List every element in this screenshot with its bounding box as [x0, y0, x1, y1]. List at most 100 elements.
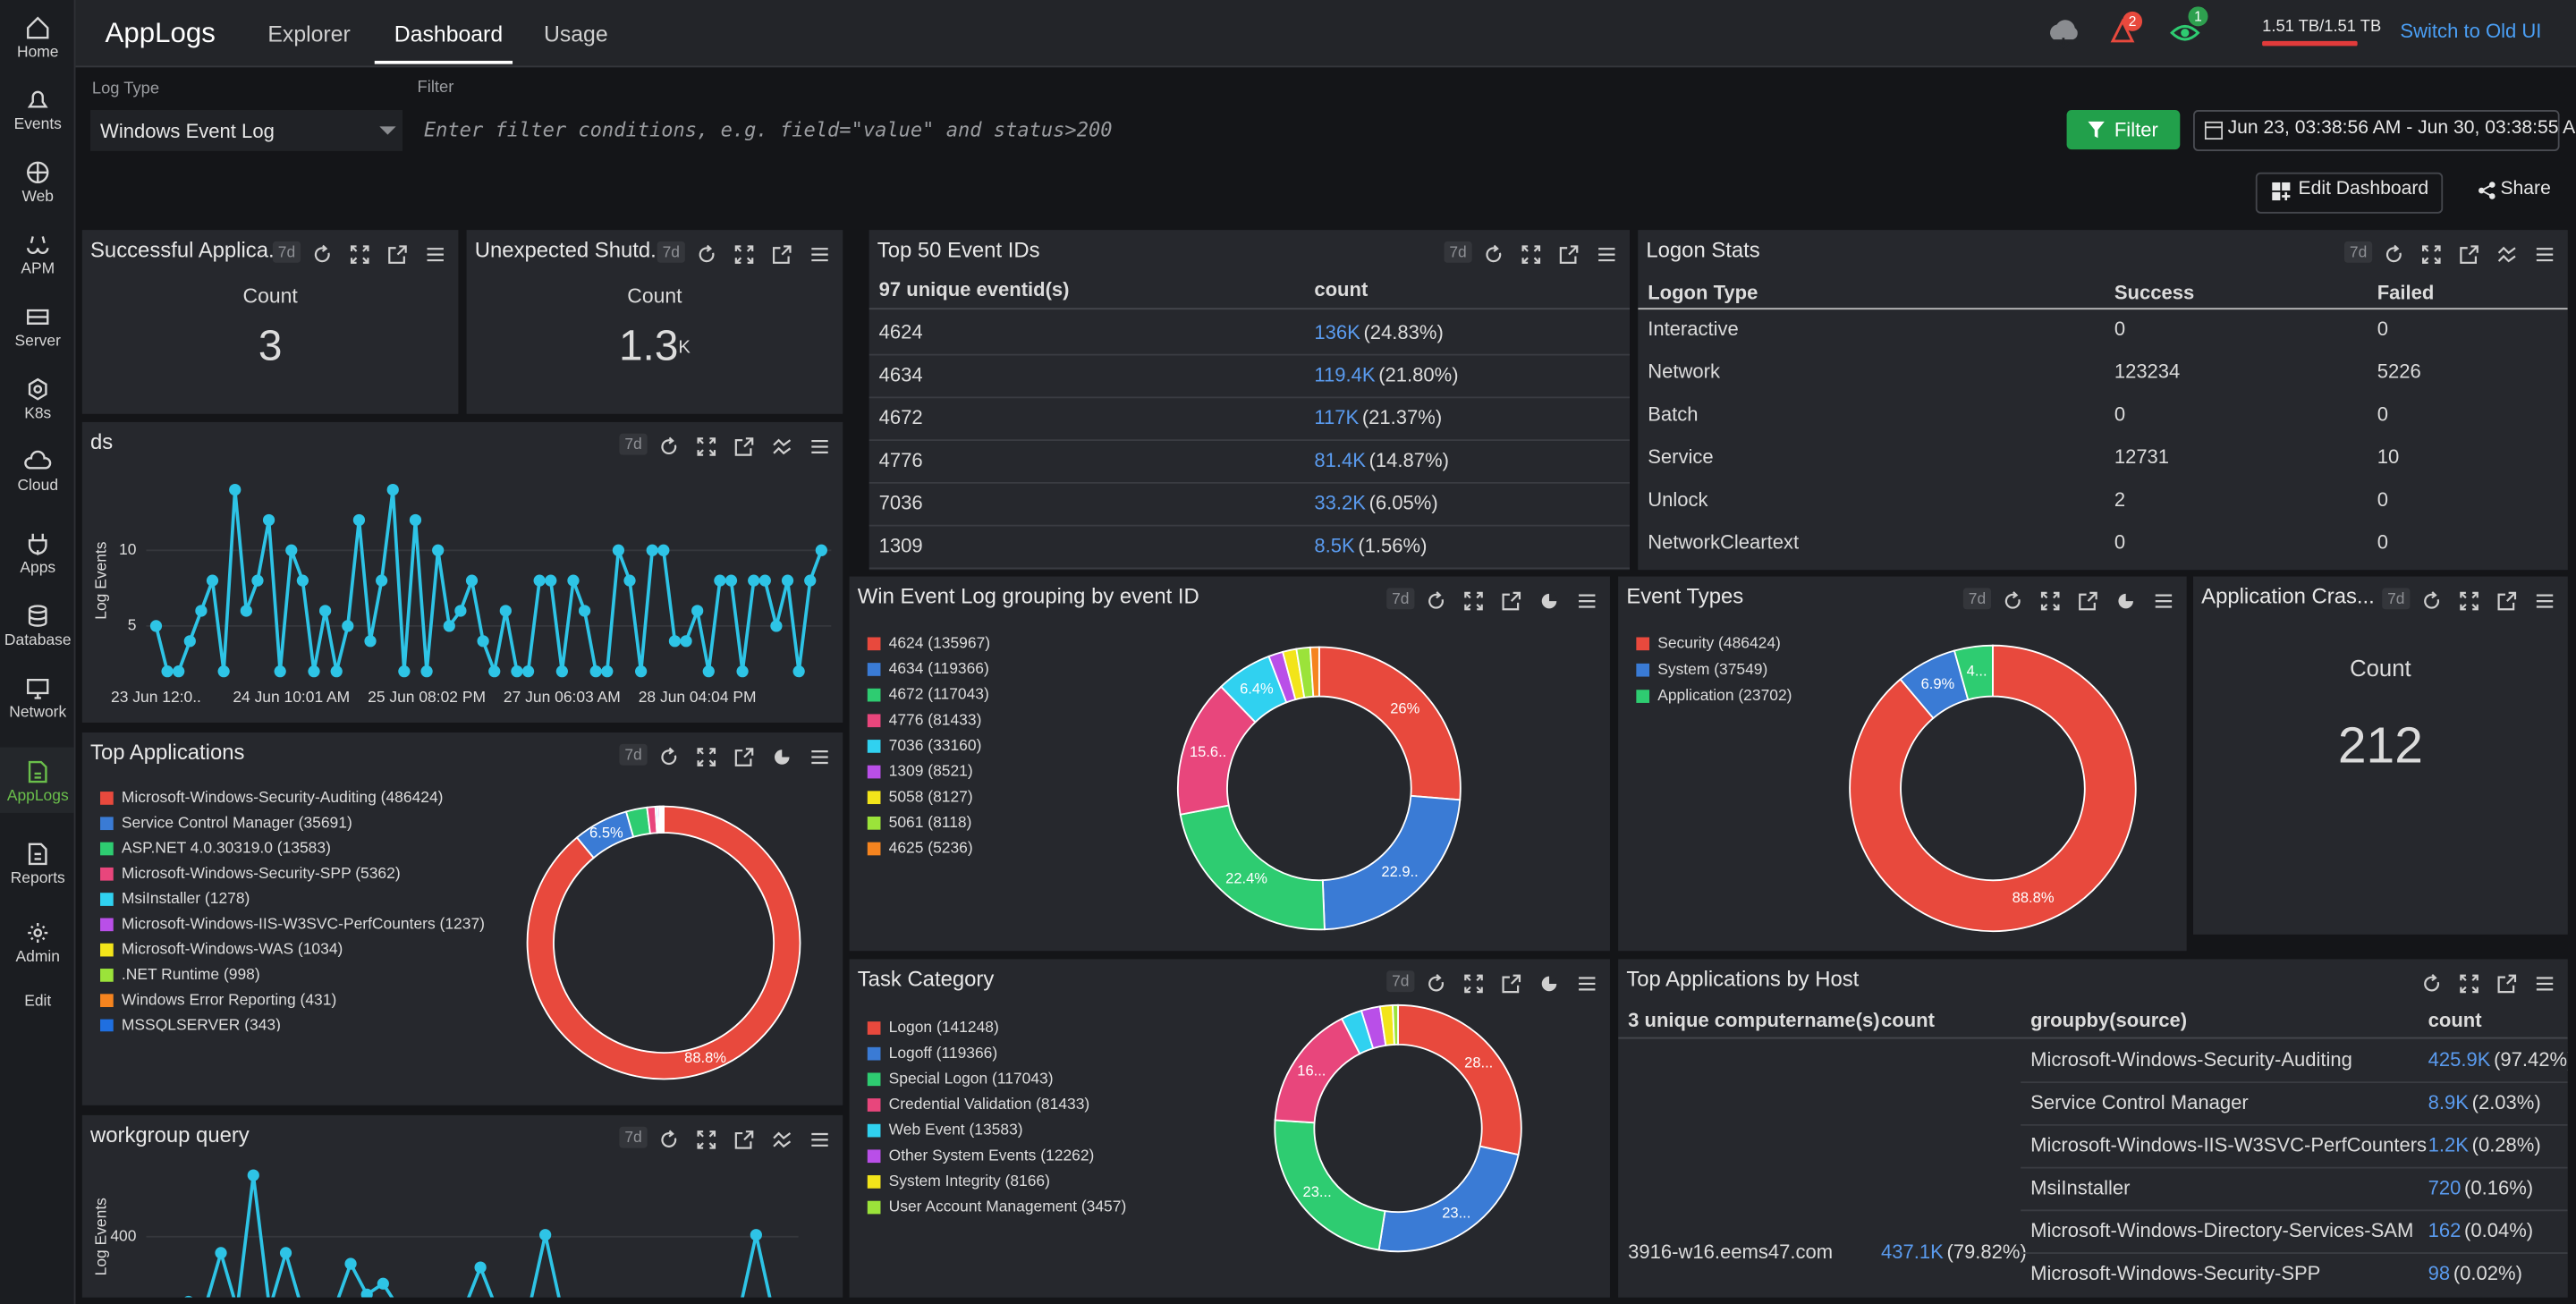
tool-pop[interactable]	[734, 748, 754, 766]
tool-trend[interactable]	[2497, 246, 2516, 263]
source-name[interactable]: MsiInstaller	[2030, 1176, 2130, 1198]
legend-label[interactable]: User Account Management (3457)	[889, 1198, 1127, 1215]
tool-expand[interactable]	[1464, 591, 1483, 611]
tool-refresh[interactable]	[314, 244, 330, 263]
legend-label[interactable]: Logon (141248)	[889, 1018, 999, 1036]
tool-pie[interactable]	[2118, 592, 2134, 609]
tool-menu[interactable]	[1579, 594, 1596, 608]
tool-menu[interactable]	[811, 439, 828, 454]
tool-expand[interactable]	[697, 437, 716, 456]
count-value[interactable]: 162	[2428, 1219, 2462, 1241]
tool-pop[interactable]	[388, 245, 407, 264]
table-cell[interactable]: 0	[2377, 318, 2388, 340]
nav-label[interactable]: Database	[4, 631, 72, 648]
legend-label[interactable]: 7036 (33160)	[889, 736, 982, 754]
nav-tab-active[interactable]: Dashboard	[394, 21, 504, 47]
legend-label[interactable]: 5058 (8127)	[889, 787, 973, 805]
tool-expand[interactable]	[2422, 245, 2441, 264]
tool-expand[interactable]	[1521, 245, 1541, 264]
source-name[interactable]: Microsoft-Windows-Directory-Services-SAM	[2030, 1219, 2413, 1241]
filter-button[interactable]	[2066, 110, 2181, 150]
tool-expand[interactable]	[350, 245, 369, 264]
tool-pop[interactable]	[2497, 591, 2517, 611]
donut-slice[interactable]	[1377, 1145, 1520, 1253]
table-cell[interactable]: 10	[2377, 445, 2400, 468]
tool-expand[interactable]	[2460, 591, 2479, 611]
legend-label[interactable]: MSSQLSERVER (343)	[122, 1016, 281, 1034]
host-name[interactable]: 3916-w16.eems47.com	[1628, 1240, 1833, 1263]
edit-dashboard-button[interactable]	[2255, 172, 2444, 214]
tool-pop[interactable]	[734, 437, 754, 456]
legend-label[interactable]: 4776 (81433)	[889, 710, 982, 728]
tool-pop[interactable]	[772, 245, 792, 264]
donut-slice[interactable]	[1179, 804, 1326, 931]
tool-refresh[interactable]	[2004, 591, 2021, 609]
nav-label[interactable]: Apps	[20, 558, 55, 576]
event-id[interactable]: 1309	[879, 534, 923, 556]
donut-slice[interactable]	[1849, 644, 2137, 933]
tool-refresh[interactable]	[1428, 591, 1444, 609]
legend-label[interactable]: System (37549)	[1657, 660, 1767, 678]
table-cell[interactable]: 0	[2114, 402, 2125, 425]
legend-label[interactable]: Application (23702)	[1657, 686, 1792, 704]
tool-trend[interactable]	[773, 1131, 792, 1148]
tool-menu[interactable]	[811, 248, 828, 262]
tool-expand[interactable]	[1464, 974, 1483, 994]
event-id[interactable]: 7036	[879, 492, 923, 514]
event-id[interactable]: 4776	[879, 449, 923, 471]
watch-icon[interactable]	[2170, 24, 2200, 41]
legend-label[interactable]: 5061 (8118)	[889, 813, 972, 831]
legend-label[interactable]: 4624 (135967)	[889, 633, 990, 651]
table-cell[interactable]: 0	[2114, 318, 2125, 340]
tool-pop[interactable]	[734, 1130, 754, 1149]
tool-refresh[interactable]	[661, 1130, 677, 1147]
donut-slice[interactable]	[1392, 1003, 1399, 1046]
tool-menu[interactable]	[1579, 977, 1596, 991]
legend-label[interactable]: 1309 (8521)	[889, 762, 973, 780]
legend-label[interactable]: Microsoft-Windows-Security-Auditing (486…	[122, 788, 444, 806]
donut-slice[interactable]	[1397, 1003, 1522, 1156]
log-type-dropdown[interactable]	[90, 110, 402, 151]
legend-label[interactable]: Logoff (119366)	[889, 1044, 998, 1062]
tool-refresh[interactable]	[1486, 244, 1502, 263]
count-value[interactable]: 136K	[1314, 321, 1360, 343]
count-value[interactable]: 81.4K	[1314, 449, 1366, 471]
tool-refresh[interactable]	[699, 244, 715, 263]
tool-menu[interactable]	[811, 750, 828, 765]
tool-menu[interactable]	[1598, 248, 1615, 262]
tool-expand[interactable]	[2460, 974, 2479, 994]
table-cell[interactable]: 5226	[2377, 360, 2421, 383]
tool-menu[interactable]	[427, 248, 444, 262]
table-cell[interactable]: 0	[2377, 531, 2388, 554]
legend-label[interactable]: Windows Error Reporting (431)	[122, 990, 336, 1008]
count-value[interactable]: 33.2K	[1314, 492, 1366, 514]
count-value[interactable]: 720	[2428, 1176, 2462, 1198]
source-name[interactable]: Microsoft-Windows-Security-SPP	[2030, 1262, 2320, 1284]
legend-label[interactable]: 4672 (117043)	[889, 685, 989, 703]
count-value[interactable]: 98	[2428, 1262, 2451, 1284]
event-id[interactable]: 4672	[879, 406, 923, 428]
legend-label[interactable]: Microsoft-Windows-Security-SPP (5362)	[122, 864, 401, 882]
tool-pop[interactable]	[2079, 591, 2097, 611]
count-value[interactable]: 117K	[1314, 406, 1359, 428]
event-id[interactable]: 4624	[879, 321, 923, 343]
count-value[interactable]: 425.9K	[2428, 1048, 2491, 1071]
tool-refresh[interactable]	[2385, 244, 2402, 263]
legend-label[interactable]: ASP.NET 4.0.30319.0 (13583)	[122, 839, 331, 857]
tool-menu[interactable]	[2155, 594, 2173, 608]
nav-tab[interactable]: Usage	[543, 21, 608, 47]
switch-ui-link[interactable]: Switch to Old UI	[2400, 20, 2542, 43]
donut-slice[interactable]	[662, 805, 665, 834]
legend-label[interactable]: Security (486424)	[1657, 633, 1781, 651]
tool-expand[interactable]	[734, 245, 754, 264]
donut-slice[interactable]	[1953, 644, 1994, 701]
donut-slice[interactable]	[1309, 646, 1320, 698]
table-cell[interactable]: 0	[2377, 488, 2388, 511]
tool-pop[interactable]	[1502, 974, 1521, 994]
nav-label[interactable]: AppLogs	[7, 786, 69, 804]
tool-pop[interactable]	[1559, 245, 1579, 264]
alert-icon[interactable]	[2110, 18, 2135, 43]
source-name[interactable]: Microsoft-Windows-IIS-W3SVC-PerfCounters	[2030, 1134, 2427, 1156]
count-value[interactable]: 119.4K	[1314, 363, 1375, 385]
legend-label[interactable]: MsiInstaller (1278)	[122, 889, 250, 907]
